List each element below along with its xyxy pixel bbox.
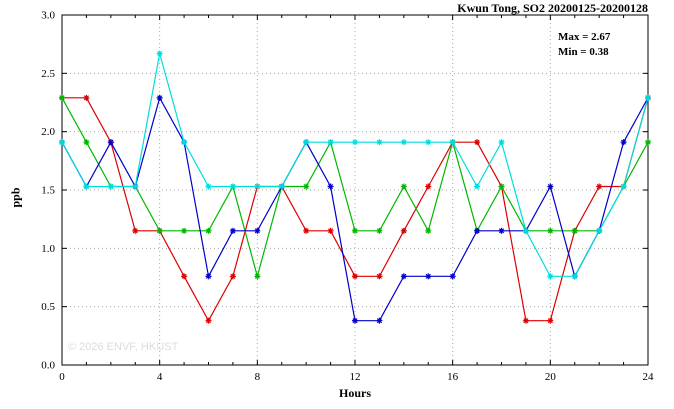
- svg-text:1.0: 1.0: [41, 243, 55, 255]
- svg-text:8: 8: [255, 371, 261, 383]
- x-axis-label: Hours: [338, 386, 371, 400]
- tick-labels: 0.0 0.5 1.0 1.5 2.0 2.5 3.0 0 4 8 12 16 20 24: [41, 10, 654, 384]
- svg-text:1.5: 1.5: [41, 185, 55, 197]
- chart-title: Kwun Tong, SO2 20200125-20200128: [457, 1, 648, 15]
- svg-text:16: 16: [447, 371, 459, 383]
- svg-text:0.0: 0.0: [41, 360, 55, 372]
- svg-text:20: 20: [545, 371, 557, 383]
- max-min-annotation: Max = 2.67 Min = 0.38: [558, 30, 610, 61]
- svg-text:3.0: 3.0: [41, 10, 55, 22]
- annotation-max: Max = 2.67: [558, 31, 611, 43]
- watermark: © 2026 ENVF, HKUST: [68, 341, 179, 353]
- svg-text:12: 12: [350, 371, 361, 383]
- grid: [62, 15, 648, 365]
- y-axis-label: ppb: [8, 187, 23, 208]
- svg-text:0: 0: [59, 371, 65, 383]
- svg-text:24: 24: [643, 371, 655, 383]
- svg-text:4: 4: [157, 371, 163, 383]
- axis-ticks: [61, 14, 649, 366]
- annotation-min: Min = 0.38: [558, 46, 609, 59]
- svg-text:2.5: 2.5: [41, 68, 55, 80]
- svg-text:0.5: 0.5: [41, 301, 55, 313]
- series-line-cyan: [59, 50, 651, 280]
- svg-text:2.0: 2.0: [41, 126, 55, 138]
